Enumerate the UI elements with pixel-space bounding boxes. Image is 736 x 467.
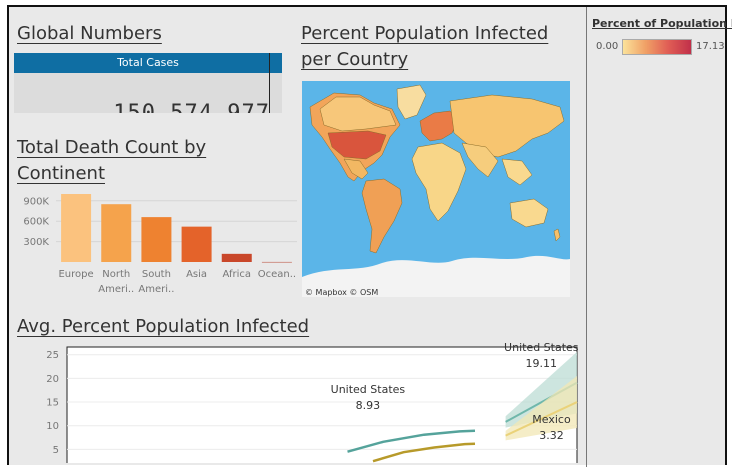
bar-category-label: North	[102, 269, 130, 280]
legend-min-value: 0.00	[596, 41, 619, 52]
bar-africa[interactable]	[221, 253, 252, 262]
bar-south[interactable]	[141, 217, 172, 262]
central-america	[343, 158, 369, 180]
africa	[411, 142, 467, 222]
forecast-band-1	[505, 376, 577, 441]
line-y-tick-label: 10	[46, 421, 59, 432]
bar-y-tick-label: 600K	[23, 217, 49, 228]
canada	[319, 96, 397, 132]
greenland	[396, 84, 427, 120]
death-count-bar-chart[interactable]: 900K 600K 300K Europe North Ameri.. South Ameri…	[9, 190, 299, 302]
annotation-label: Mexico	[532, 413, 571, 426]
forecast-line-1[interactable]	[505, 401, 578, 437]
bar-category-label: Asia	[186, 269, 207, 280]
map-title-line1: Percent Population Infected	[301, 23, 549, 44]
australia	[509, 198, 549, 228]
legend-title[interactable]: Percent of Population I...	[592, 17, 732, 30]
bar-ocean[interactable]	[261, 261, 292, 263]
usa	[327, 130, 387, 160]
south-america	[361, 178, 403, 254]
avg-infected-title: Avg. Percent Population Infected	[17, 316, 310, 337]
bar-category-label: Ameri..	[138, 284, 174, 295]
annotation-label: United States	[504, 343, 579, 354]
annotation-value: 19.11	[526, 357, 558, 370]
bar-category-label: Europe	[58, 269, 93, 280]
new-zealand	[553, 228, 561, 242]
world-map[interactable]	[302, 81, 570, 297]
series-line-united-states[interactable]	[347, 429, 476, 453]
europe	[419, 110, 459, 142]
bar-y-tick-label: 300K	[23, 237, 49, 248]
annotation-label: United States	[331, 383, 406, 396]
dashboard-frame: Global Numbers Total Cases 150,574,977 T…	[7, 5, 732, 467]
legend-max-value: 17.13	[696, 41, 725, 52]
bar-category-label: Ameri..	[98, 284, 134, 295]
southeast-asia	[501, 158, 533, 186]
annotation-value: 8.93	[356, 399, 381, 412]
total-cases-header[interactable]: Total Cases	[14, 53, 282, 73]
antarctica	[302, 255, 570, 297]
legend-divider	[586, 7, 587, 467]
south-asia	[461, 142, 499, 178]
line-plot-area	[66, 346, 578, 463]
line-y-tick-label: 20	[46, 374, 59, 385]
annotation-value: 3.32	[539, 429, 564, 442]
bar-y-tick-label: 900K	[23, 196, 49, 207]
map-title-line2: per Country	[301, 49, 409, 70]
avg-infected-line-chart[interactable]: 25 20 15 10 5 United States 8.93 United States 1…	[9, 343, 584, 463]
line-y-tick-label: 25	[46, 350, 59, 361]
total-cases-cell[interactable]: 150,574,977	[14, 73, 282, 113]
total-cases-value: 150,574,977	[113, 101, 270, 113]
death-count-title-line2: Continent	[17, 163, 105, 184]
bar-north[interactable]	[101, 204, 132, 262]
global-numbers-title: Global Numbers	[17, 23, 162, 44]
bar-category-label: Africa	[222, 269, 251, 280]
legend-color-ramp	[622, 39, 692, 55]
world-map-svg	[302, 81, 570, 297]
map-credit[interactable]: © Mapbox © OSM	[305, 288, 379, 297]
line-y-tick-label: 5	[53, 445, 59, 456]
bar-category-label: South	[142, 269, 171, 280]
bar-asia[interactable]	[181, 226, 212, 262]
line-y-tick-label: 15	[46, 398, 59, 409]
death-count-title-line1: Total Death Count by	[17, 137, 207, 158]
total-cases-border	[269, 53, 270, 113]
asia	[449, 94, 565, 158]
bar-category-label: Ocean..	[258, 269, 296, 280]
bar-europe[interactable]	[61, 194, 92, 262]
